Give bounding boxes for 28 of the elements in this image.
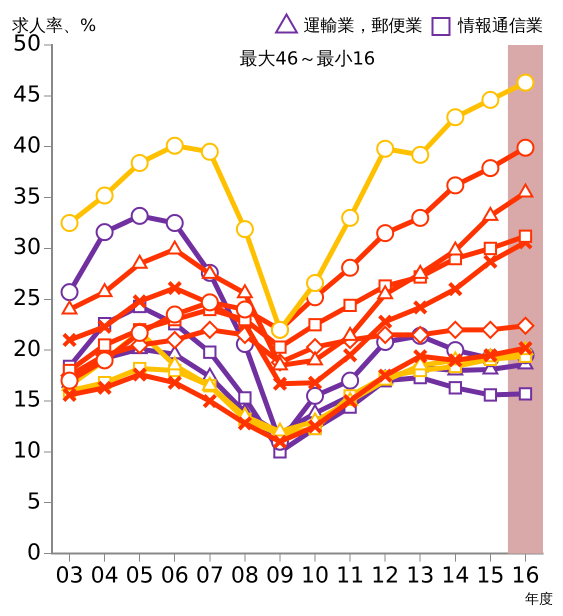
x-tick-label: 14 [441, 564, 470, 589]
x-tick-label: 07 [196, 564, 224, 589]
x-tick-label: 05 [126, 564, 154, 589]
y-tick-label: 15 [12, 388, 41, 413]
x-tick-label: 08 [230, 564, 259, 589]
y-tick-label: 5 [26, 489, 41, 514]
x-tick-label: 12 [371, 564, 400, 589]
x-tick-label: 10 [301, 564, 330, 589]
y-tick-label: 0 [26, 540, 41, 566]
y-tick-label: 40 [12, 133, 41, 158]
y-tick-label: 20 [12, 336, 41, 362]
x-axis-title: 年度 [525, 592, 553, 608]
y-tick-label: 35 [12, 184, 41, 210]
y-tick-label: 25 [12, 286, 41, 312]
x-tick-label: 16 [511, 564, 540, 589]
legend-label: 運輸業，郵便業 [304, 16, 422, 36]
legend-label: 情報通信業 [457, 16, 543, 36]
y-tick-label: 10 [12, 438, 41, 464]
y-tick-label: 30 [12, 235, 41, 260]
annotation: 最大46～最小16 [239, 48, 376, 70]
x-tick-label: 15 [476, 564, 504, 589]
y-tick-label: 45 [12, 82, 41, 108]
x-tick-label: 06 [160, 564, 189, 589]
x-tick-label: 09 [266, 564, 294, 589]
x-tick-label: 03 [56, 564, 84, 589]
x-tick-label: 13 [406, 564, 434, 589]
x-tick-label: 11 [336, 564, 364, 589]
x-tick-label: 04 [90, 564, 119, 589]
